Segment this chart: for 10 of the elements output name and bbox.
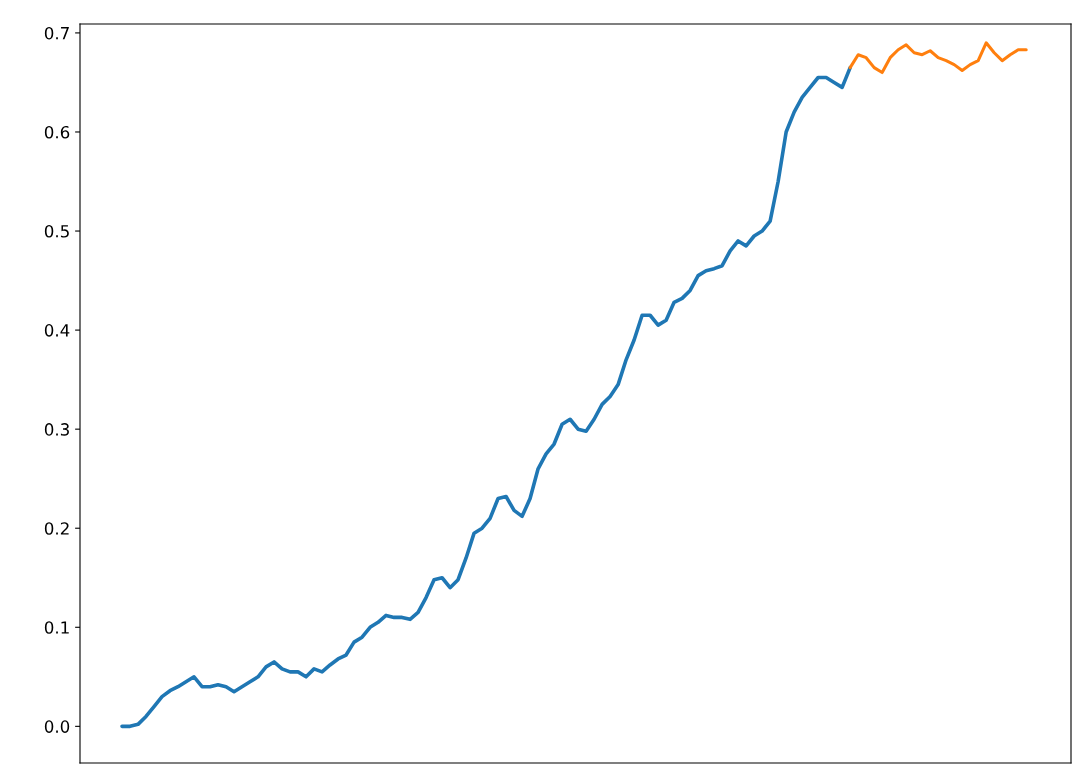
y-tick-label: 0.2	[44, 522, 69, 535]
y-tick-label: 0.0	[44, 720, 70, 733]
y-tick-label: 0.5	[44, 225, 69, 238]
line-series	[848, 41, 1028, 75]
y-tick-label: 0.4	[44, 324, 70, 337]
y-tick-label: 0.7	[44, 26, 69, 40]
y-tick-label: 0.6	[44, 125, 70, 139]
y-tick-label: 0.3	[44, 423, 69, 436]
line-series	[120, 65, 852, 729]
y-tick-label: 0.1	[44, 621, 69, 634]
